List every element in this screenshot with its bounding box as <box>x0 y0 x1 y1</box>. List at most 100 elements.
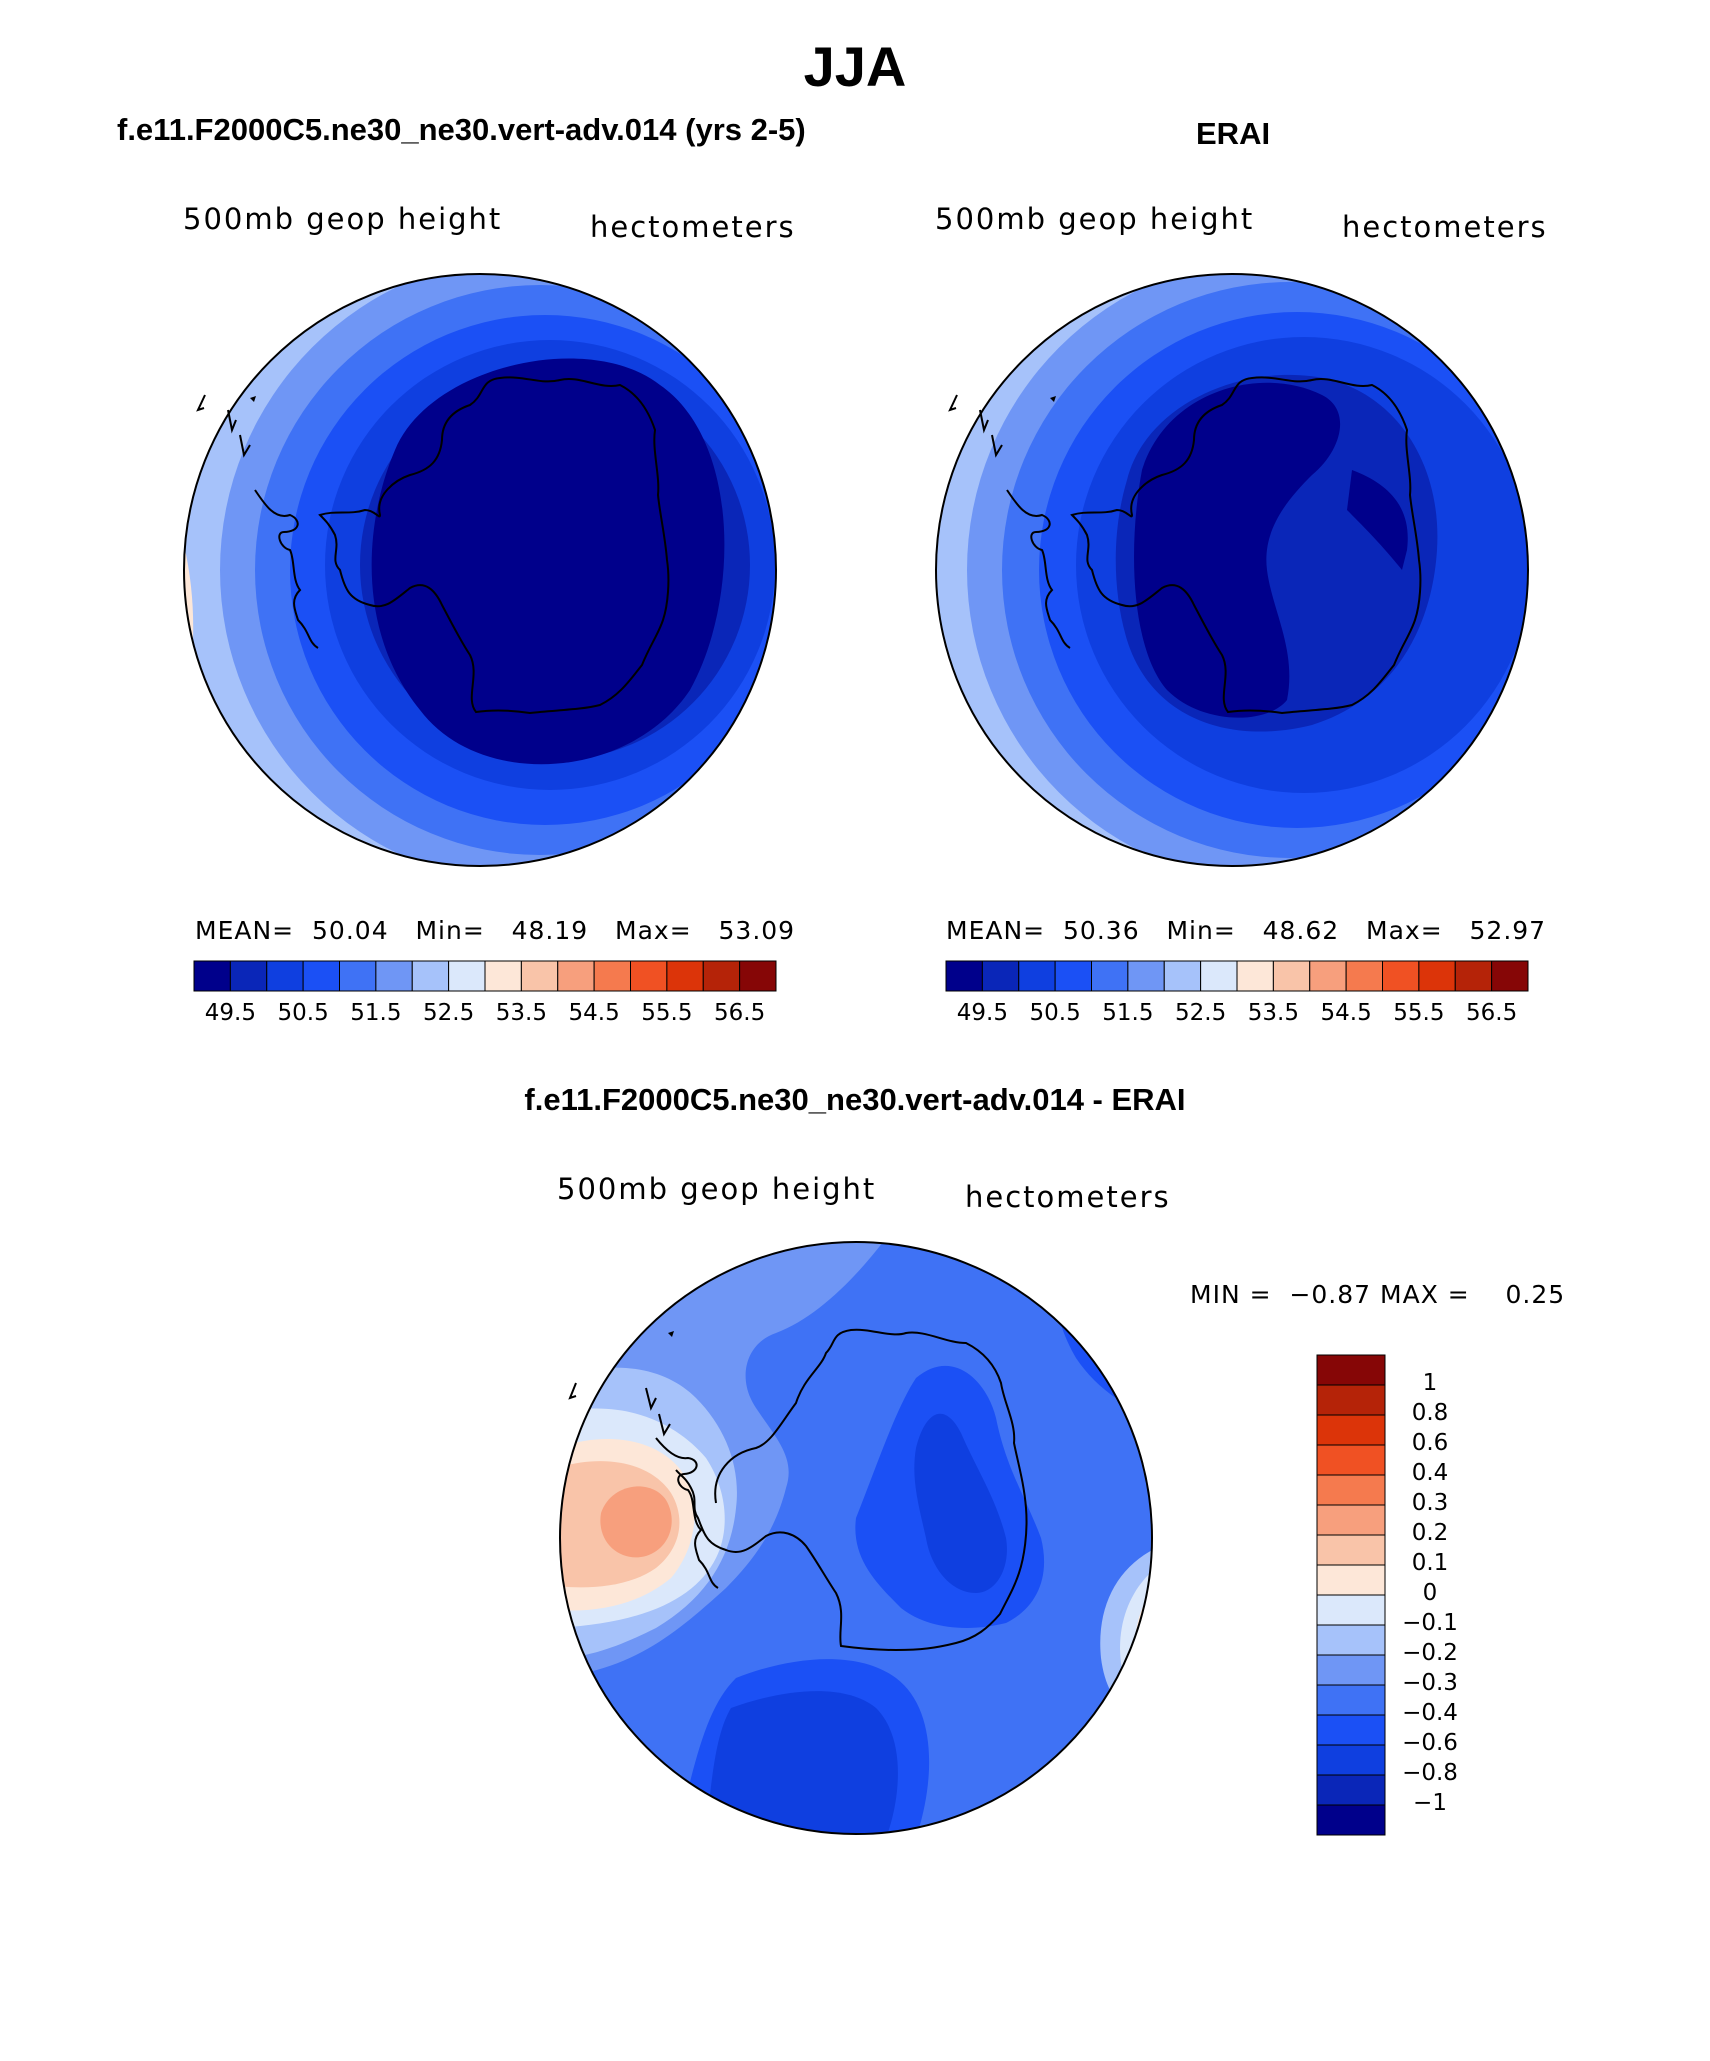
obs-colorbar-swatch <box>1127 960 1165 992</box>
model-polar-map <box>183 273 777 867</box>
obs-colorbar <box>945 960 1529 992</box>
obs-colorbar-tick-label: 51.5 <box>1102 1000 1154 1026</box>
diff-units-label: hectometers <box>965 1180 1171 1214</box>
model-colorbar-swatch <box>302 960 340 992</box>
diff-colorbar-swatch <box>1316 1534 1386 1566</box>
diff-colorbar-tick-label: 1 <box>1422 1370 1438 1396</box>
diff-colorbar-tick-label: 0.4 <box>1411 1460 1449 1486</box>
model-colorbar-swatch <box>229 960 268 992</box>
diff-colorbar-tick-label: 0.1 <box>1411 1550 1449 1576</box>
obs-colorbar-swatch <box>1200 960 1238 992</box>
model-colorbar-swatch <box>593 960 631 992</box>
diff-colorbar-tick-label: −0.2 <box>1402 1640 1458 1666</box>
obs-colorbar-swatch <box>1054 960 1092 992</box>
model-colorbar-ticks: 49.5 50.5 51.5 52.5 53.5 54.5 55.5 56.5 <box>193 1000 777 1030</box>
obs-colorbar-tick-label: 52.5 <box>1175 1000 1227 1026</box>
obs-colorbar-tick-label: 56.5 <box>1466 1000 1518 1026</box>
obs-colorbar-swatch <box>1018 960 1056 992</box>
diff-max-label: MAX = <box>1380 1280 1470 1309</box>
model-colorbar-swatch <box>666 960 704 992</box>
obs-mean-label: MEAN= <box>946 916 1046 945</box>
model-mean-label: MEAN= <box>195 916 295 945</box>
model-units-label: hectometers <box>590 210 796 244</box>
diff-variable-label: 500mb geop height <box>557 1172 877 1206</box>
diff-colorbar-swatch <box>1316 1504 1386 1536</box>
obs-min-value: 48.62 <box>1262 916 1340 945</box>
model-colorbar-swatch <box>411 960 450 992</box>
model-panel-title: f.e11.F2000C5.ne30_ne30.vert-adv.014 (yr… <box>117 112 806 147</box>
obs-colorbar-swatch <box>1491 960 1529 992</box>
obs-colorbar-swatch <box>981 960 1020 992</box>
model-min-label: Min= <box>415 916 485 945</box>
diff-colorbar-swatch <box>1316 1444 1386 1476</box>
obs-mean-value: 50.36 <box>1063 916 1140 945</box>
obs-colorbar-swatch <box>1236 960 1274 992</box>
model-colorbar-tick-label: 54.5 <box>568 1000 620 1026</box>
obs-panel-title: ERAI <box>1196 116 1271 151</box>
model-colorbar-swatch <box>375 960 413 992</box>
obs-colorbar-tick-label: 54.5 <box>1320 1000 1372 1026</box>
obs-max-value: 52.97 <box>1469 916 1547 945</box>
obs-colorbar-tick-label: 49.5 <box>956 1000 1008 1026</box>
obs-min-label: Min= <box>1166 916 1236 945</box>
model-min-value: 48.19 <box>511 916 589 945</box>
obs-colorbar-swatch <box>1418 960 1456 992</box>
diff-colorbar-swatch <box>1316 1654 1386 1686</box>
obs-polar-map <box>935 273 1529 867</box>
diff-panel-title: f.e11.F2000C5.ne30_ne30.vert-adv.014 - E… <box>524 1082 1186 1117</box>
model-max-value: 53.09 <box>718 916 796 945</box>
diff-colorbar-swatch <box>1316 1774 1386 1806</box>
diff-minmax: MIN = −0.87 MAX = 0.25 <box>1190 1280 1565 1309</box>
model-colorbar-tick-label: 52.5 <box>423 1000 475 1026</box>
model-colorbar-swatch <box>520 960 559 992</box>
obs-colorbar-swatch <box>1309 960 1347 992</box>
model-colorbar-tick-label: 55.5 <box>641 1000 693 1026</box>
diff-colorbar-tick-label: −0.6 <box>1402 1730 1458 1756</box>
model-colorbar-tick-label: 56.5 <box>714 1000 766 1026</box>
diff-colorbar-swatch <box>1316 1474 1386 1506</box>
diff-colorbar-tick-label: 0.6 <box>1411 1430 1449 1456</box>
diff-colorbar-tick-label: −1 <box>1413 1790 1447 1816</box>
diff-colorbar-tick-label: −0.1 <box>1402 1610 1458 1636</box>
obs-colorbar-swatch <box>1345 960 1383 992</box>
diff-colorbar-swatch <box>1316 1384 1386 1416</box>
diff-colorbar-tick-label: −0.4 <box>1402 1700 1458 1726</box>
obs-units-label: hectometers <box>1342 210 1548 244</box>
obs-colorbar-tick-label: 55.5 <box>1393 1000 1445 1026</box>
diff-min-value: −0.87 <box>1289 1280 1372 1309</box>
figure-title: JJA <box>803 35 907 98</box>
diff-colorbar-swatch <box>1316 1744 1386 1776</box>
diff-colorbar-tick-label: 0.2 <box>1411 1520 1449 1546</box>
diff-colorbar-tick-label: −0.8 <box>1402 1760 1458 1786</box>
diff-colorbar-swatch <box>1316 1564 1386 1596</box>
model-colorbar-swatch <box>448 960 486 992</box>
diff-colorbar-swatch <box>1316 1594 1386 1626</box>
model-mean-value: 50.04 <box>312 916 389 945</box>
obs-colorbar-swatch <box>1382 960 1420 992</box>
model-colorbar-swatch <box>339 960 377 992</box>
diff-colorbar-swatch <box>1316 1684 1386 1716</box>
diff-polar-map <box>559 1241 1153 1835</box>
diff-max-value: 0.25 <box>1505 1280 1566 1309</box>
model-colorbar-swatch <box>739 960 777 992</box>
diff-colorbar-swatch <box>1316 1714 1386 1746</box>
diff-colorbar-tick-label: 0.8 <box>1411 1400 1449 1426</box>
obs-colorbar-tick-label: 50.5 <box>1029 1000 1081 1026</box>
model-colorbar-swatch <box>702 960 741 992</box>
obs-colorbar-swatch <box>945 960 983 992</box>
model-stats: MEAN= 50.04 Min= 48.19 Max= 53.09 <box>195 916 795 945</box>
obs-max-label: Max= <box>1366 916 1443 945</box>
model-variable-label: 500mb geop height <box>183 202 503 236</box>
obs-colorbar-ticks: 49.5 50.5 51.5 52.5 53.5 54.5 55.5 56.5 <box>945 1000 1529 1030</box>
obs-colorbar-swatch <box>1091 960 1129 992</box>
diff-colorbar-tick-label: −0.3 <box>1402 1670 1458 1696</box>
diff-colorbar-swatch <box>1316 1624 1386 1656</box>
diff-colorbar-tick-label: 0 <box>1422 1580 1438 1606</box>
model-colorbar-swatch <box>630 960 668 992</box>
diff-colorbar-swatch <box>1316 1354 1386 1386</box>
obs-stats: MEAN= 50.36 Min= 48.62 Max= 52.97 <box>946 916 1546 945</box>
obs-colorbar-swatch <box>1163 960 1202 992</box>
diff-min-label: MIN = <box>1190 1280 1272 1309</box>
obs-colorbar-tick-label: 53.5 <box>1247 1000 1299 1026</box>
model-colorbar-swatch <box>557 960 595 992</box>
